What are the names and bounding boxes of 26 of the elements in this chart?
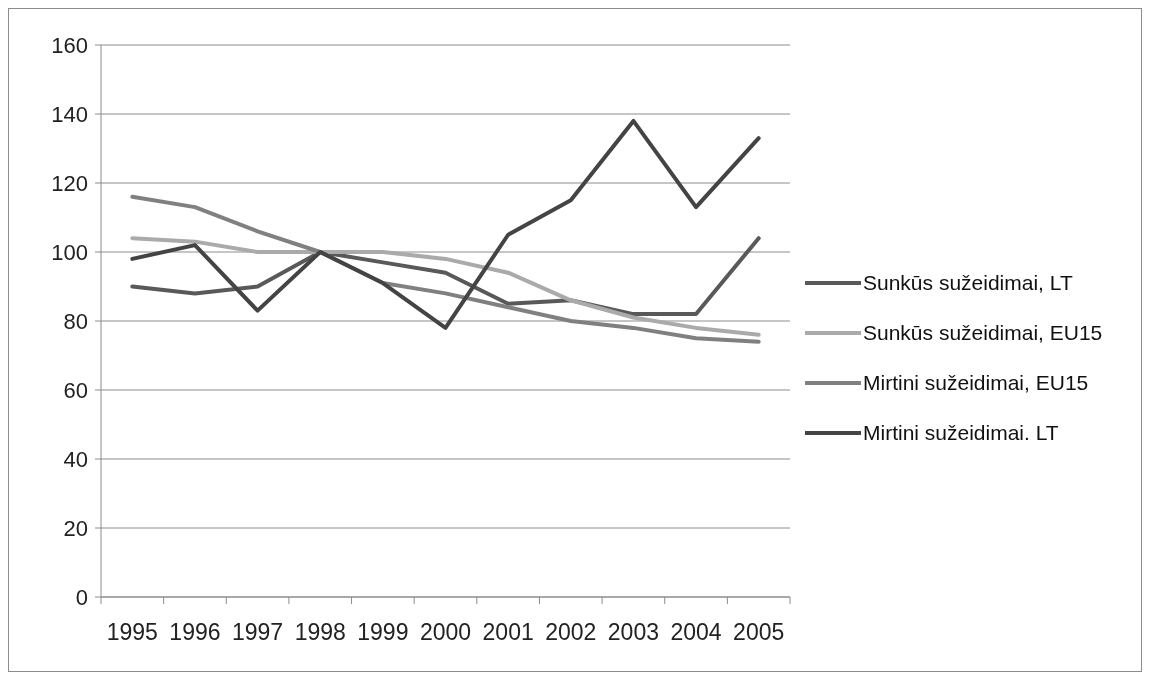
legend-label: Sunkūs sužeidimai, EU15 (863, 321, 1103, 345)
x-tick-label: 2005 (733, 619, 785, 646)
legend-label: Mirtini sužeidimai, EU15 (863, 371, 1089, 395)
y-tick-label: 80 (63, 308, 88, 334)
x-tick-label: 1999 (357, 619, 409, 646)
y-tick-label: 100 (51, 239, 88, 265)
x-tick-label: 2003 (607, 619, 659, 646)
y-tick-label: 40 (63, 446, 88, 472)
x-tick-label: 1995 (106, 619, 158, 646)
y-tick-label: 140 (51, 101, 88, 127)
y-tick-label: 120 (51, 170, 88, 196)
x-tick-label: 1997 (232, 619, 284, 646)
legend-label: Sunkūs sužeidimai, LT (863, 271, 1073, 295)
x-tick-label: 2002 (545, 619, 597, 646)
line-series (130, 236, 761, 337)
y-tick-label: 20 (63, 515, 88, 541)
x-tick-label: 1996 (169, 619, 221, 646)
x-tick-label: 2004 (670, 619, 722, 646)
legend-label: Mirtini sužeidimai. LT (863, 421, 1059, 445)
x-tick-label: 2001 (482, 619, 534, 646)
y-tick-label: 0 (75, 584, 88, 610)
y-tick-label: 60 (63, 377, 88, 403)
line-series (130, 118, 761, 330)
x-tick-label: 2000 (419, 619, 472, 646)
x-tick-label: 1998 (294, 619, 346, 646)
y-tick-label: 160 (51, 32, 88, 58)
